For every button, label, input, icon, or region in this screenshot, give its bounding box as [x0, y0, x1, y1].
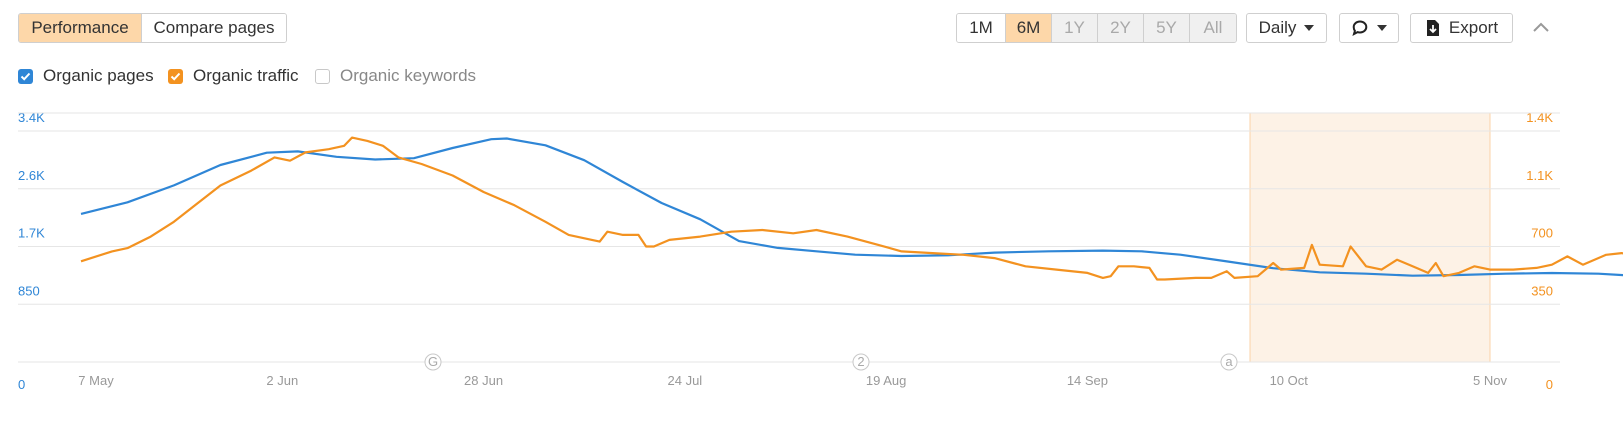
tab-compare-pages[interactable]: Compare pages — [142, 14, 286, 42]
x-tick-label: 7 May — [78, 373, 114, 388]
highlight-region — [1250, 113, 1490, 362]
range-2y-button: 2Y — [1098, 14, 1144, 42]
x-tick-label: 5 Nov — [1473, 373, 1507, 388]
y-left-tick: 0 — [18, 377, 25, 392]
y-left-tick: 850 — [18, 283, 40, 298]
x-tick-label: 28 Jun — [464, 373, 503, 388]
legend-organic-keywords[interactable]: Organic keywords — [315, 66, 476, 86]
annotation-label: G — [428, 354, 438, 369]
annotations-dropdown[interactable] — [1339, 13, 1399, 43]
y-right-tick: 700 — [1531, 226, 1553, 241]
y-right-tick: 1.4K — [1526, 110, 1553, 125]
series-organic-traffic-line — [80, 136, 1623, 281]
legend-organic-traffic[interactable]: Organic traffic — [168, 66, 299, 86]
range-5y-button: 5Y — [1144, 14, 1190, 42]
export-button[interactable]: Export — [1410, 13, 1513, 43]
traffic-chart: 0 0 850 350 1.7K 700 2.6K 1.1K 3.4K 1.4K 7 May 2 Ju… — [18, 110, 1623, 392]
legend-organic-pages[interactable]: Organic pages — [18, 66, 154, 86]
annotation-marker — [1220, 353, 1238, 371]
legend-label: Organic pages — [43, 66, 154, 85]
export-label: Export — [1448, 18, 1499, 37]
interval-dropdown[interactable]: Daily — [1246, 13, 1327, 43]
series-organic-pages-line — [80, 137, 1623, 277]
interval-label: Daily — [1258, 18, 1297, 37]
legend-label: Organic keywords — [340, 66, 477, 85]
y-right-tick: 350 — [1531, 283, 1553, 298]
range-6m-button[interactable]: 6M — [1006, 14, 1052, 42]
y-right-tick: 1.1K — [1526, 168, 1553, 183]
x-tick-label: 24 Jul — [668, 373, 703, 388]
annotation-marker — [424, 353, 442, 371]
range-1m-button[interactable]: 1M — [957, 14, 1006, 42]
y-right-tick: 0 — [1546, 377, 1553, 392]
range-1y-button: 1Y — [1052, 14, 1098, 42]
annotation-label: 2 — [857, 354, 864, 369]
view-tabs: Performance Compare pages — [18, 13, 287, 43]
y-left-tick: 1.7K — [18, 226, 45, 241]
chevron-up-icon[interactable] — [1530, 18, 1552, 36]
checkbox-checked-icon[interactable] — [18, 68, 33, 84]
range-all-button: All — [1190, 14, 1236, 42]
legend-label: Organic traffic — [193, 66, 299, 85]
tab-performance[interactable]: Performance — [19, 14, 142, 42]
x-tick-label: 10 Oct — [1270, 373, 1309, 388]
checkbox-checked-icon[interactable] — [168, 68, 183, 84]
export-icon — [1426, 20, 1439, 36]
y-left-tick: 2.6K — [18, 168, 45, 183]
x-tick-label: 19 Aug — [866, 373, 907, 388]
range-tabs: 1M 6M 1Y 2Y 5Y All — [956, 13, 1237, 43]
annotation-label: a — [1225, 354, 1233, 369]
x-tick-label: 14 Sep — [1067, 373, 1108, 388]
checkbox-unchecked-icon[interactable] — [315, 68, 330, 84]
annotation-marker — [852, 353, 870, 371]
y-left-tick: 3.4K — [18, 110, 45, 125]
caret-down-icon — [1304, 25, 1315, 31]
comment-icon — [1352, 20, 1368, 36]
caret-down-icon — [1377, 25, 1387, 31]
x-tick-label: 2 Jun — [266, 373, 298, 388]
